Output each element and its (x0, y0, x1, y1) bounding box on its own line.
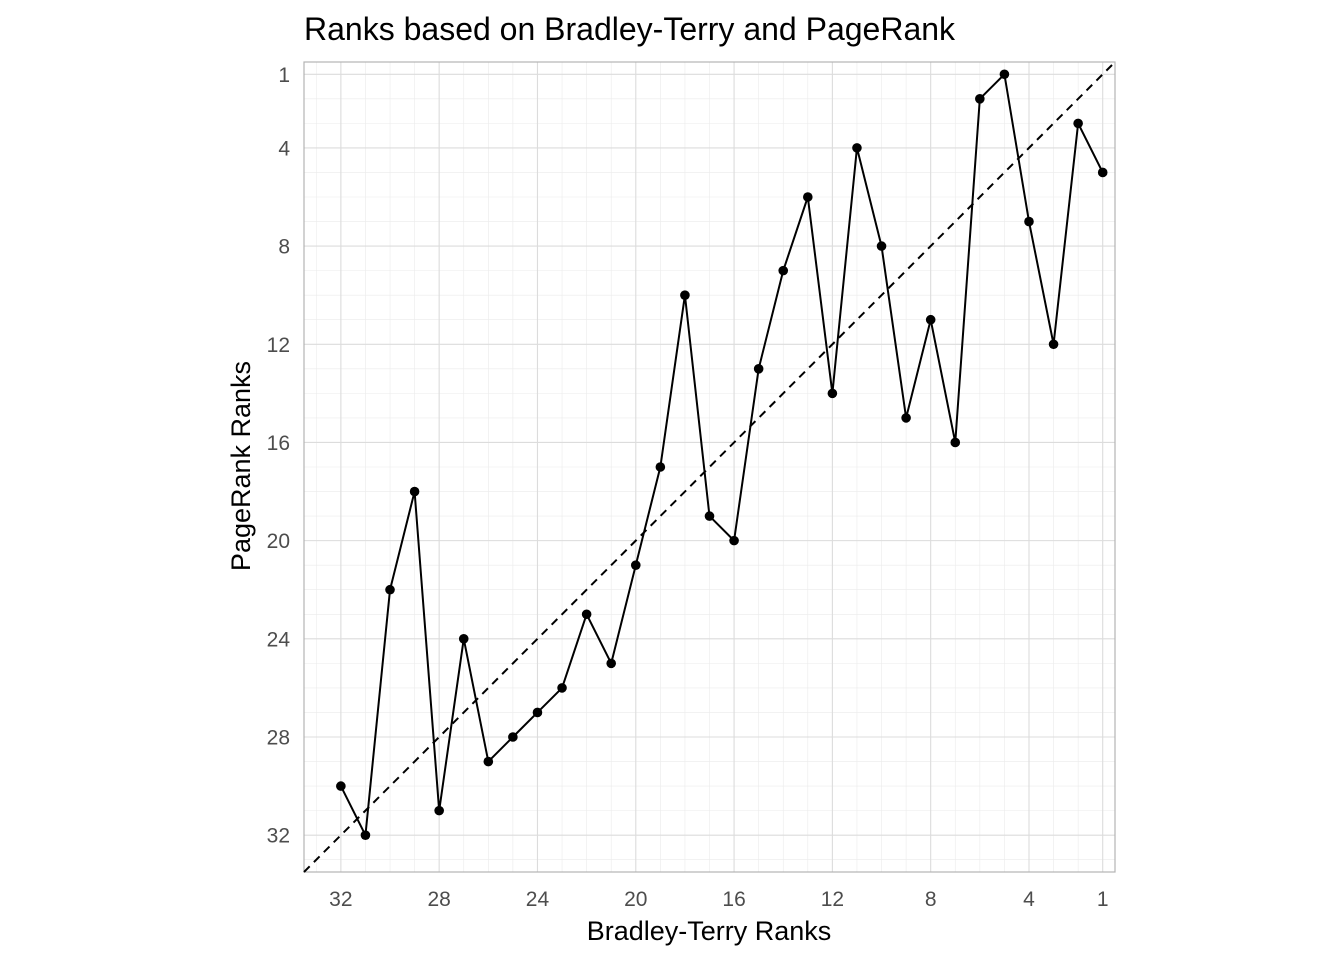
y-tick-label: 20 (267, 530, 290, 553)
data-point (876, 241, 887, 251)
plot-panel-border (303, 61, 1116, 873)
data-point (336, 781, 346, 791)
y-tick-label: 16 (267, 432, 290, 455)
data-point (1097, 167, 1108, 178)
y-axis-ticks: 1 4 8 12 16 20 24 28 32 (267, 64, 291, 848)
data-point (925, 314, 936, 325)
data-point (508, 732, 518, 742)
y-tick-label: 12 (267, 334, 290, 357)
y-tick-label: 24 (267, 628, 291, 651)
data-point (753, 364, 764, 374)
data-point (532, 707, 543, 718)
data-point (803, 192, 813, 202)
y-tick-label: 28 (267, 727, 290, 750)
series-line (339, 73, 1104, 837)
series-group (336, 69, 1108, 840)
data-point (458, 634, 469, 644)
data-point (409, 486, 420, 497)
data-point (852, 143, 862, 153)
data-point (360, 830, 371, 840)
data-point (655, 462, 666, 472)
data-point (1024, 216, 1034, 227)
data-point (581, 609, 592, 620)
data-point (729, 535, 739, 546)
y-tick-label: 32 (267, 825, 290, 848)
y-tick-label: 1 (278, 64, 290, 87)
chart-title: Ranks based on Bradley-Terry and PageRan… (304, 11, 956, 47)
x-tick-label: 1 (1097, 888, 1109, 911)
data-point (950, 437, 961, 448)
data-point (975, 94, 985, 104)
data-point (1048, 339, 1059, 350)
data-point (680, 290, 690, 300)
data-point (901, 413, 911, 423)
x-axis-title: Bradley-Terry Ranks (587, 916, 832, 946)
y-tick-label: 8 (278, 236, 290, 259)
data-point (999, 69, 1010, 80)
x-tick-label: 28 (427, 888, 450, 911)
x-tick-label: 12 (821, 888, 844, 911)
data-point (483, 756, 494, 767)
data-point (778, 265, 789, 276)
data-point (827, 388, 838, 399)
y-axis-title: PageRank Ranks (226, 361, 256, 571)
major-gridlines (304, 62, 1115, 872)
data-point (385, 584, 395, 595)
data-point (557, 683, 567, 693)
x-axis-ticks: 32 28 24 20 16 12 8 4 1 (329, 888, 1108, 911)
x-tick-label: 24 (526, 888, 550, 911)
data-point (630, 560, 641, 570)
data-point (1073, 118, 1083, 129)
x-tick-label: 8 (925, 888, 937, 911)
x-tick-label: 20 (624, 888, 647, 911)
data-point (704, 511, 715, 521)
reference-diagonal-line (303, 61, 1116, 873)
data-point (606, 658, 616, 669)
x-tick-label: 4 (1023, 888, 1035, 911)
x-tick-label: 16 (722, 888, 745, 911)
data-point (434, 805, 444, 816)
y-tick-label: 4 (278, 137, 290, 160)
x-tick-label: 32 (329, 888, 352, 911)
